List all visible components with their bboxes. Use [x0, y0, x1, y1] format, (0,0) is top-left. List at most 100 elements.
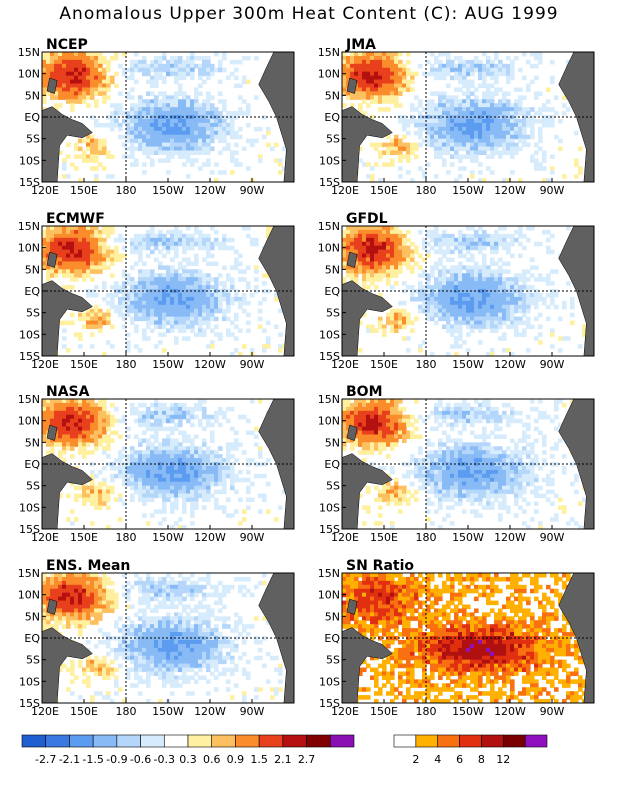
colorbar-label: -0.3 [154, 753, 175, 766]
y-tick-label: 15S [319, 523, 340, 536]
x-tick-label: 180 [416, 358, 437, 371]
x-tick-label: 120E [331, 531, 359, 544]
panel-title: BOM [346, 384, 383, 400]
x-tick-label: 90W [540, 531, 565, 544]
colorbar-label: -1.5 [82, 753, 103, 766]
snratio-colorbar: 2 4 6 8 12 [393, 734, 548, 766]
y-tick-label: 15N [18, 393, 40, 406]
x-tick-label: 120W [194, 358, 226, 371]
land-mask [42, 627, 93, 703]
panel-title: SN Ratio [346, 558, 414, 574]
land-mask [342, 106, 393, 182]
y-tick-label: 15N [318, 46, 340, 59]
colorbar-swatch [163, 734, 189, 748]
x-tick-label: 150E [370, 358, 398, 371]
y-tick-label: 10N [18, 415, 40, 428]
y-tick-label: 10S [19, 154, 40, 167]
x-tick-label: 180 [116, 184, 137, 197]
y-tick-label: 10N [318, 589, 340, 602]
x-tick-label: 150W [152, 358, 184, 371]
land-mask [342, 627, 393, 703]
colorbar-label: 0.3 [179, 753, 197, 766]
colorbar-swatch [140, 734, 165, 748]
colorbar-label: 1.5 [250, 753, 268, 766]
x-tick-label: 180 [416, 705, 437, 718]
land-mask [46, 424, 58, 441]
y-tick-label: 15N [18, 567, 40, 580]
y-tick-label: 15N [318, 567, 340, 580]
land-mask [558, 52, 594, 182]
land-mask [346, 77, 358, 94]
x-tick-label: 150E [370, 184, 398, 197]
y-tick-label: 5N [25, 263, 40, 276]
x-tick-label: 150E [70, 358, 98, 371]
panel-title: NASA [46, 384, 90, 400]
land-mask [42, 453, 93, 529]
y-tick-label: 15N [318, 220, 340, 233]
x-tick-label: 150W [152, 531, 184, 544]
land-mask [46, 598, 58, 615]
y-tick-label: 10S [319, 675, 340, 688]
colorbar-label: 2.7 [298, 753, 316, 766]
anomaly-colorbar: -2.7 -2.1 -1.5 -0.9 -0.6 -0.3 0.3 0.6 0.9 1.5 2.1 2… [21, 734, 355, 766]
x-tick-label: 90W [240, 705, 265, 718]
x-tick-label: 120E [31, 184, 59, 197]
land-mask [46, 77, 58, 94]
x-tick-label: 120E [331, 358, 359, 371]
x-tick-label: 120E [331, 705, 359, 718]
colorbar-swatch [258, 734, 284, 748]
colorbar-label: 12 [496, 753, 510, 766]
land-mask [342, 280, 393, 356]
y-tick-label: 5N [325, 263, 340, 276]
y-tick-label: 5N [25, 436, 40, 449]
colorbar-swatch [116, 734, 141, 748]
colorbar-label: -0.9 [106, 753, 127, 766]
y-tick-label: 10S [19, 328, 40, 341]
y-tick-label: 5S [26, 654, 40, 667]
colorbar-label: -0.6 [130, 753, 151, 766]
figure-title: Anomalous Upper 300m Heat Content (C): A… [59, 4, 559, 24]
x-tick-label: 90W [540, 358, 565, 371]
colorbar-swatch [235, 734, 260, 748]
x-tick-label: 150E [370, 705, 398, 718]
colorbar-label: 2.1 [274, 753, 292, 766]
y-tick-label: 5S [26, 133, 40, 146]
y-tick-label: 5S [326, 654, 340, 667]
y-tick-label: 5S [326, 307, 340, 320]
y-tick-label: EQ [24, 111, 40, 124]
x-tick-label: 180 [116, 358, 137, 371]
y-tick-label: 15S [319, 176, 340, 189]
colorbar-label: 8 [478, 753, 485, 766]
y-tick-label: 10N [318, 242, 340, 255]
land-mask [558, 573, 594, 703]
y-tick-label: 10N [18, 242, 40, 255]
y-tick-label: 5S [26, 480, 40, 493]
y-tick-label: 10S [319, 328, 340, 341]
x-tick-label: 120E [31, 531, 59, 544]
x-tick-label: 180 [416, 531, 437, 544]
colorbar-label: -2.1 [59, 753, 80, 766]
colorbar-swatch [437, 734, 460, 748]
y-tick-label: 5N [25, 89, 40, 102]
panel-title: JMA [345, 37, 376, 53]
y-tick-label: EQ [24, 458, 40, 471]
land-mask [346, 424, 358, 441]
y-tick-label: 10S [319, 501, 340, 514]
x-tick-label: 150E [70, 705, 98, 718]
land-mask [342, 453, 393, 529]
colorbar-swatch [45, 734, 70, 748]
x-tick-label: 120W [494, 705, 526, 718]
y-tick-label: 10N [318, 415, 340, 428]
x-tick-label: 90W [540, 705, 565, 718]
x-tick-label: 150W [152, 184, 184, 197]
x-tick-label: 180 [116, 705, 137, 718]
x-tick-label: 120W [194, 705, 226, 718]
colorbar-swatch [481, 734, 504, 748]
x-tick-label: 150W [452, 184, 484, 197]
